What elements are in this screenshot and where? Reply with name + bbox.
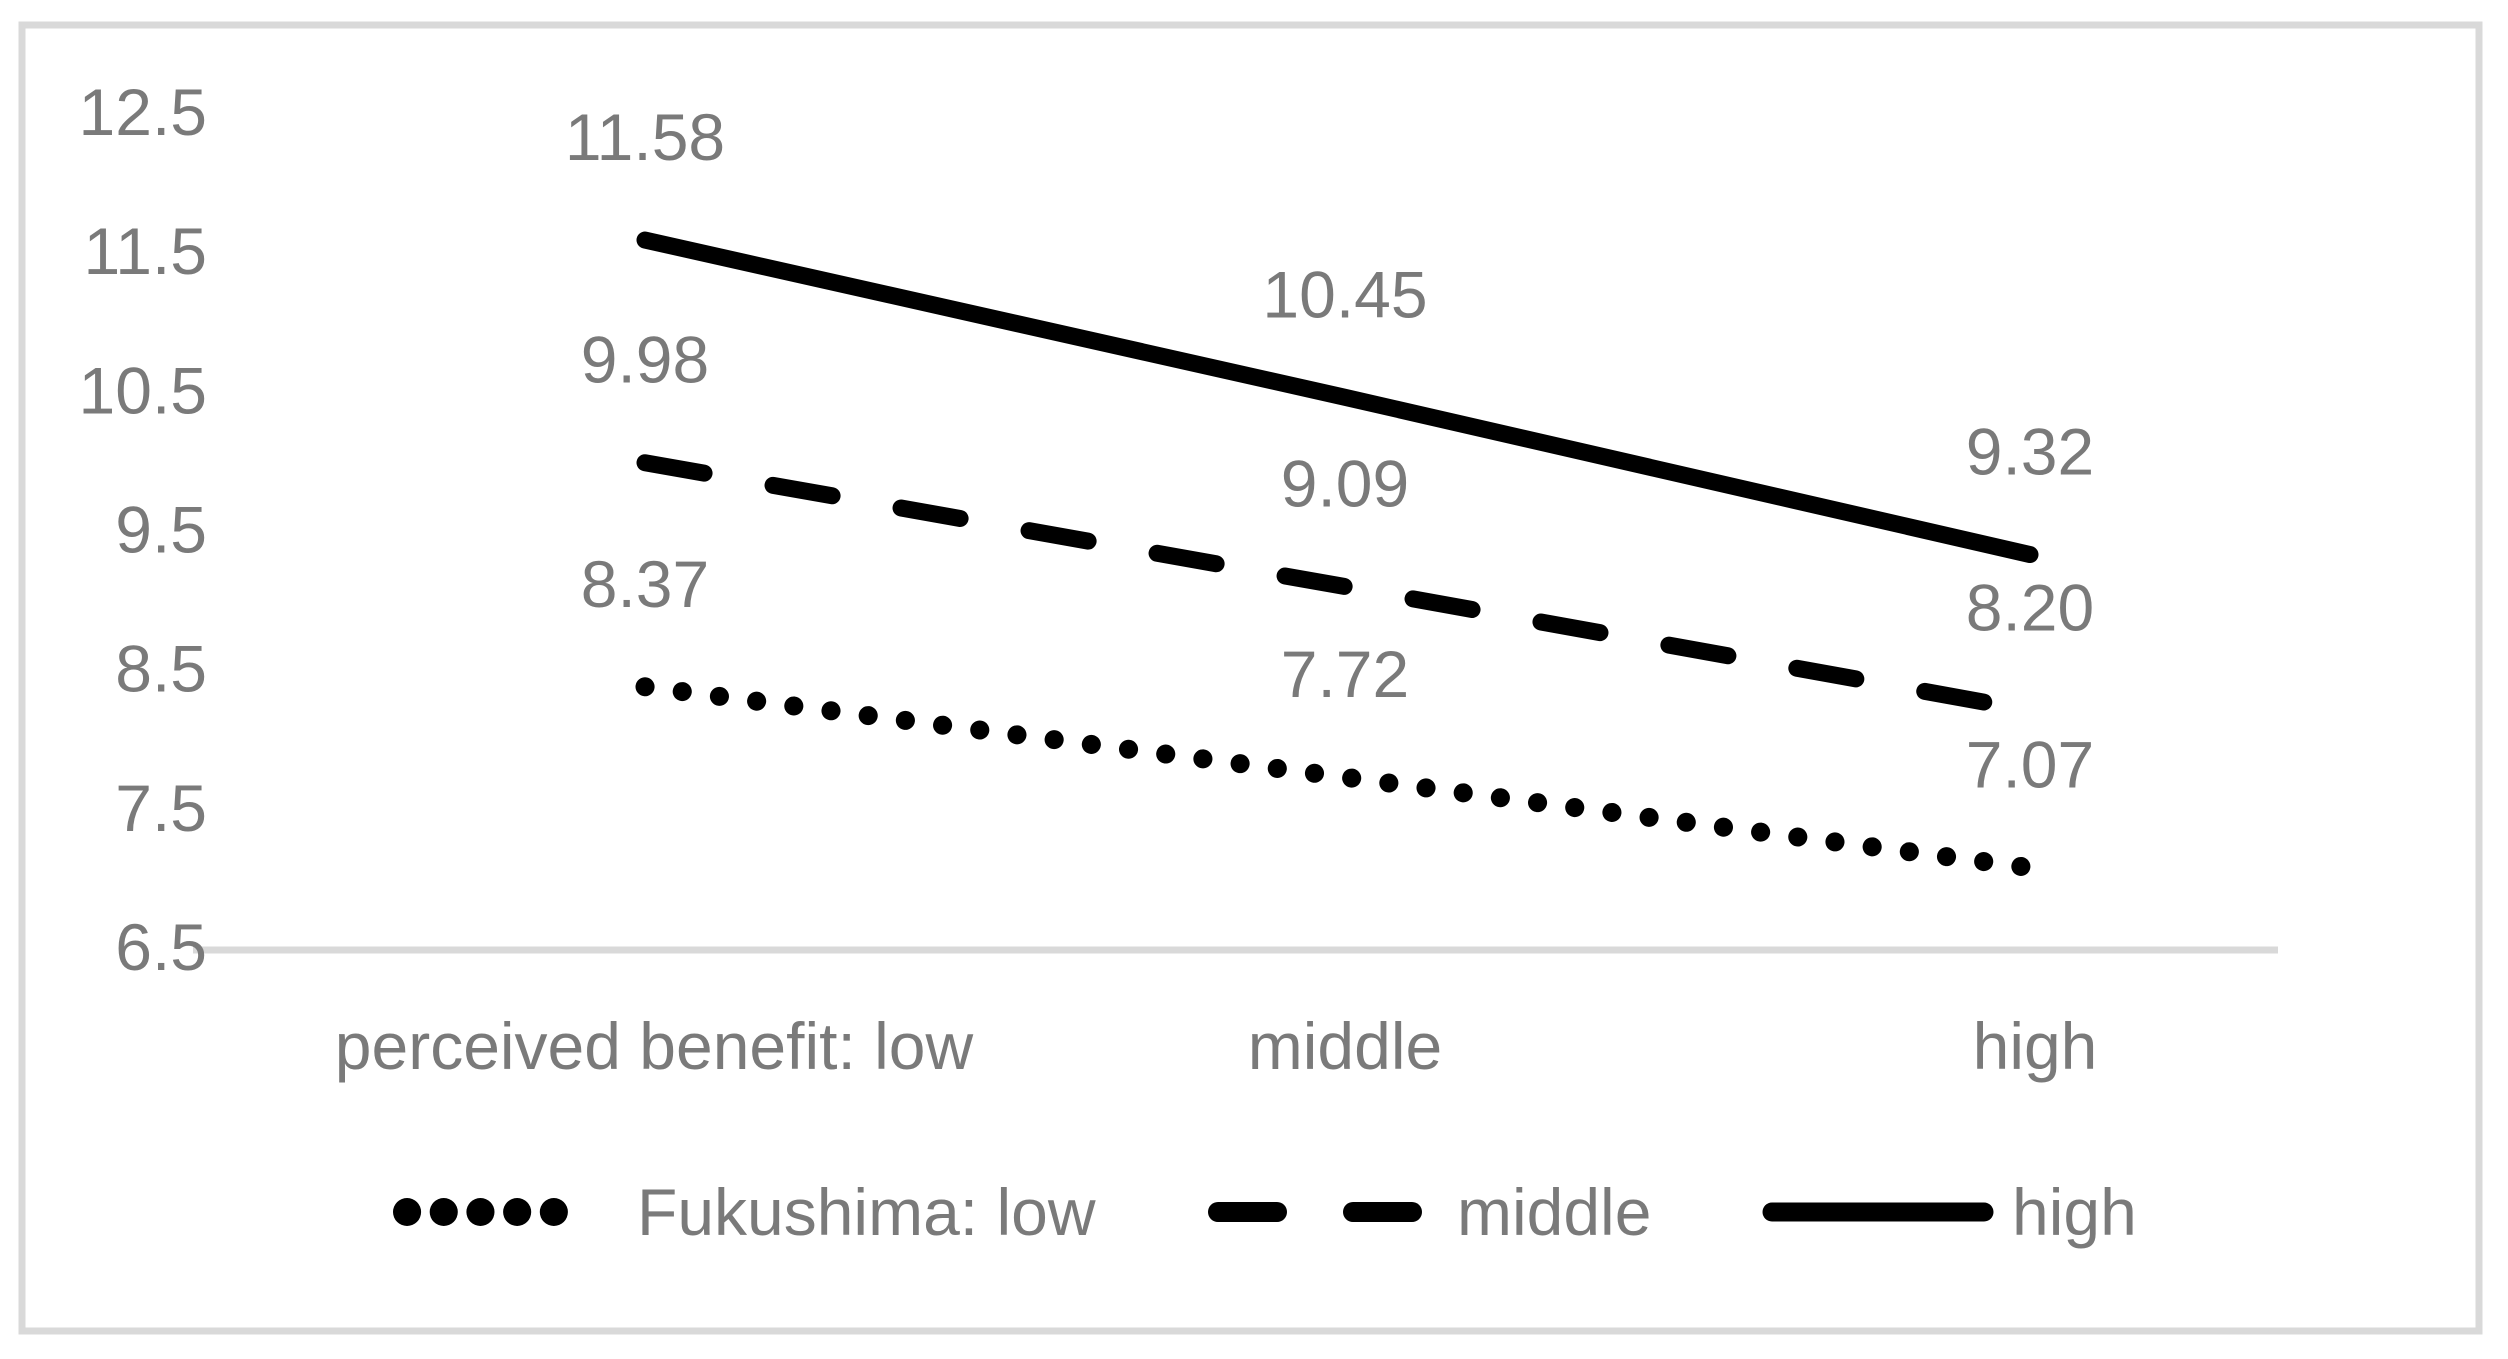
x-category-label-middle: middle (1248, 1009, 1442, 1083)
y-tick-label: 6.5 (115, 910, 207, 984)
y-axis-tick-labels: 12.5 11.5 10.5 9.5 8.5 7.5 6.5 (79, 75, 207, 984)
y-tick-label: 12.5 (79, 75, 207, 149)
data-label: 8.37 (581, 547, 709, 621)
x-category-label-high: high (1973, 1009, 2098, 1083)
data-label: 9.98 (581, 323, 709, 397)
y-tick-label: 8.5 (115, 632, 207, 706)
series-line-high (636, 231, 2039, 564)
series-lines (635, 231, 2040, 878)
y-tick-label: 11.5 (83, 214, 207, 288)
legend-item-high: high (1762, 1175, 2137, 1249)
legend-item-middle: middle (1208, 1175, 1651, 1249)
data-label: 10.45 (1262, 257, 1427, 331)
legend-label-middle: middle (1457, 1175, 1651, 1249)
data-label: 9.09 (1281, 447, 1409, 521)
legend-label-fukushima-low: Fukushima: low (637, 1175, 1096, 1249)
legend-label-high: high (2012, 1175, 2137, 1249)
data-labels: 11.58 10.45 9.32 9.98 9.09 8.20 8.37 7.7… (565, 100, 2094, 802)
data-label: 7.07 (1966, 728, 2094, 802)
legend: Fukushima: low middle high (393, 1175, 2137, 1249)
data-label: 7.72 (1281, 637, 1409, 711)
y-tick-label: 10.5 (79, 353, 207, 427)
legend-item-fukushima-low: Fukushima: low (393, 1175, 1096, 1249)
x-category-label-low: perceived benefit: low (335, 1009, 974, 1083)
data-label: 9.32 (1966, 415, 2094, 489)
data-label: 11.58 (565, 100, 725, 174)
series-line-fukushima-low (635, 677, 2040, 878)
series-line-middle (636, 454, 2039, 719)
x-axis-category-labels: perceived benefit: low middle high (335, 1009, 2098, 1083)
y-tick-label: 9.5 (115, 493, 207, 567)
y-tick-label: 7.5 (115, 771, 207, 845)
data-label: 8.20 (1966, 570, 2094, 644)
chart-border (18, 21, 2483, 1335)
